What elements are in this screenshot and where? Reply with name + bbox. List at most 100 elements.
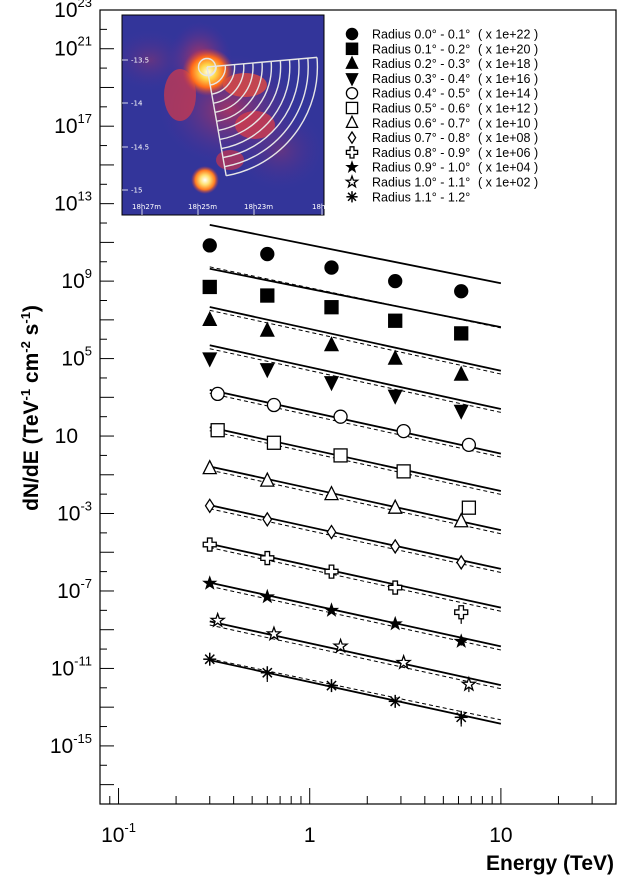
legend-label: Radius 1.0° - 1.1° (372, 176, 470, 190)
fit-line-dashed (209, 309, 502, 375)
annulus-arc (221, 59, 291, 150)
legend-label: Radius 1.1° - 1.2° (372, 190, 470, 204)
fit-line (209, 543, 502, 609)
data-point-cross-open (454, 605, 469, 620)
data-point-circle-open (210, 386, 225, 402)
data-point-star-open (395, 653, 413, 670)
data-point-square-open (266, 435, 282, 450)
legend-label: Radius 0.2° - 0.3° (372, 57, 470, 71)
data-point-star-open (332, 637, 349, 654)
axis-ticks (99, 9, 617, 805)
fit-line-dashed (209, 348, 502, 413)
data-point-square-filled (324, 300, 339, 315)
legend-scale: ( x 1e+22 ) (478, 28, 538, 42)
y-tick-label: 105 (61, 344, 92, 371)
data-point-asterisk (454, 710, 468, 724)
fit-line-dashed (209, 392, 502, 458)
fit-line-dashed (209, 266, 501, 329)
data-point-triangle-down-filled (259, 363, 275, 379)
fit-line (209, 344, 502, 410)
legend-scale: ( x 1e+18 ) (478, 57, 538, 71)
legend-item: Radius 0.1° - 0.2° ( x 1e+20 ) (345, 42, 538, 56)
data-point-star-open (209, 611, 227, 628)
data-point-triangle-up-open (259, 471, 275, 487)
annulus-arc (219, 60, 282, 141)
data-point-star-open (460, 675, 478, 692)
fit-line (209, 223, 502, 285)
legend-item: Radius 0.7° - 0.8° ( x 1e+08 ) (347, 130, 538, 145)
fit-line-dashed (209, 508, 502, 573)
inset-ra-label: 18h2 (312, 203, 330, 211)
data-point-asterisk (260, 666, 274, 680)
data-point-circle-open (333, 409, 348, 424)
legend-label: Radius 0.1° - 0.2° (372, 42, 470, 56)
axis-tick-labels: 10-1 1 1010231021101710131091051010-310-71… (50, 0, 513, 847)
y-tick-label: 10-3 (57, 499, 92, 526)
legend-label: Radius 0.4° - 0.5° (372, 87, 470, 101)
data-point-diamond-open (456, 554, 467, 571)
data-point-square-open (333, 448, 348, 463)
x-axis-title: Energy (TeV) (486, 852, 614, 875)
fit-line (209, 620, 502, 686)
data-point-cross-open (260, 550, 275, 566)
legend-label: Radius 0.8° - 0.9° (372, 146, 470, 160)
legend-item: Radius 0.4° - 0.5° ( x 1e+14 ) (345, 87, 538, 101)
data-point-cross-open (324, 564, 339, 579)
y-tick-label: 1013 (54, 189, 92, 216)
fit-lines (209, 223, 502, 725)
x-tick-label: 10-1 (101, 820, 136, 847)
y-tick-label: 1023 (54, 0, 92, 22)
data-point-triangle-up-open (387, 498, 403, 514)
data-point-circle-open (461, 437, 477, 453)
data-point-square-open (210, 423, 225, 438)
y-tick-label: 1021 (54, 34, 92, 61)
data-point-star-filled (387, 615, 403, 631)
data-point-cross-open (345, 146, 359, 159)
legend-item: Radius 0.6° - 0.7° ( x 1e+10 ) (345, 114, 538, 130)
sector-edge (206, 66, 227, 176)
data-point-triangle-up-filled (453, 365, 469, 381)
y-tick-label: 109 (61, 266, 92, 293)
legend-scale: ( x 1e+02 ) (478, 176, 538, 190)
legend-label: Radius 0.5° - 0.6° (372, 102, 470, 116)
legend-label: Radius 0.9° - 1.0° (372, 161, 470, 175)
legend: Radius 0.0° - 0.1°( x 1e+22 )Radius 0.1°… (344, 28, 538, 204)
fit-line (209, 465, 502, 532)
fit-line-dashed (209, 430, 502, 495)
annulus-arc (218, 61, 273, 132)
data-point-asterisk (324, 679, 338, 693)
data-point-star-filled (202, 575, 218, 590)
data-point-triangle-down-filled (202, 352, 218, 368)
data-point-square-open (396, 464, 411, 479)
data-point-cross-open (202, 537, 217, 552)
data-point-star-filled (323, 602, 340, 617)
data-point-circle-open (266, 397, 282, 413)
inset-ra-label: 18h25m (188, 203, 217, 211)
annulus-arc (216, 62, 263, 123)
y-tick-label: 10-11 (51, 653, 92, 680)
inset-dec-label: -13.5 (131, 57, 149, 65)
legend-label: Radius 0.7° - 0.8° (372, 131, 470, 145)
data-point-diamond-open (262, 511, 273, 528)
annulus-arc (214, 62, 254, 113)
fit-line-dashed (209, 469, 502, 535)
data-point-triangle-up-filled (259, 321, 275, 337)
data-point-triangle-down-filled (387, 389, 403, 405)
data-point-square-filled (454, 326, 469, 341)
legend-item: Radius 1.1° - 1.2° (346, 190, 470, 204)
data-point-star-filled (259, 588, 275, 604)
data-point-circle-filled (454, 284, 469, 299)
data-point-diamond-open (347, 130, 357, 145)
data-point-diamond-open (390, 538, 401, 555)
data-point-asterisk (346, 191, 358, 203)
data-point-diamond-open (326, 524, 337, 540)
legend-scale: ( x 1e+10 ) (478, 116, 538, 130)
center-circle (197, 57, 217, 77)
fit-line (209, 426, 502, 492)
fit-line-dashed (209, 585, 502, 651)
data-point-triangle-up-open (202, 459, 218, 475)
data-point-triangle-up-filled (387, 349, 403, 365)
fit-line (209, 581, 502, 648)
fit-line (209, 306, 502, 372)
annulus-arc (211, 64, 236, 95)
